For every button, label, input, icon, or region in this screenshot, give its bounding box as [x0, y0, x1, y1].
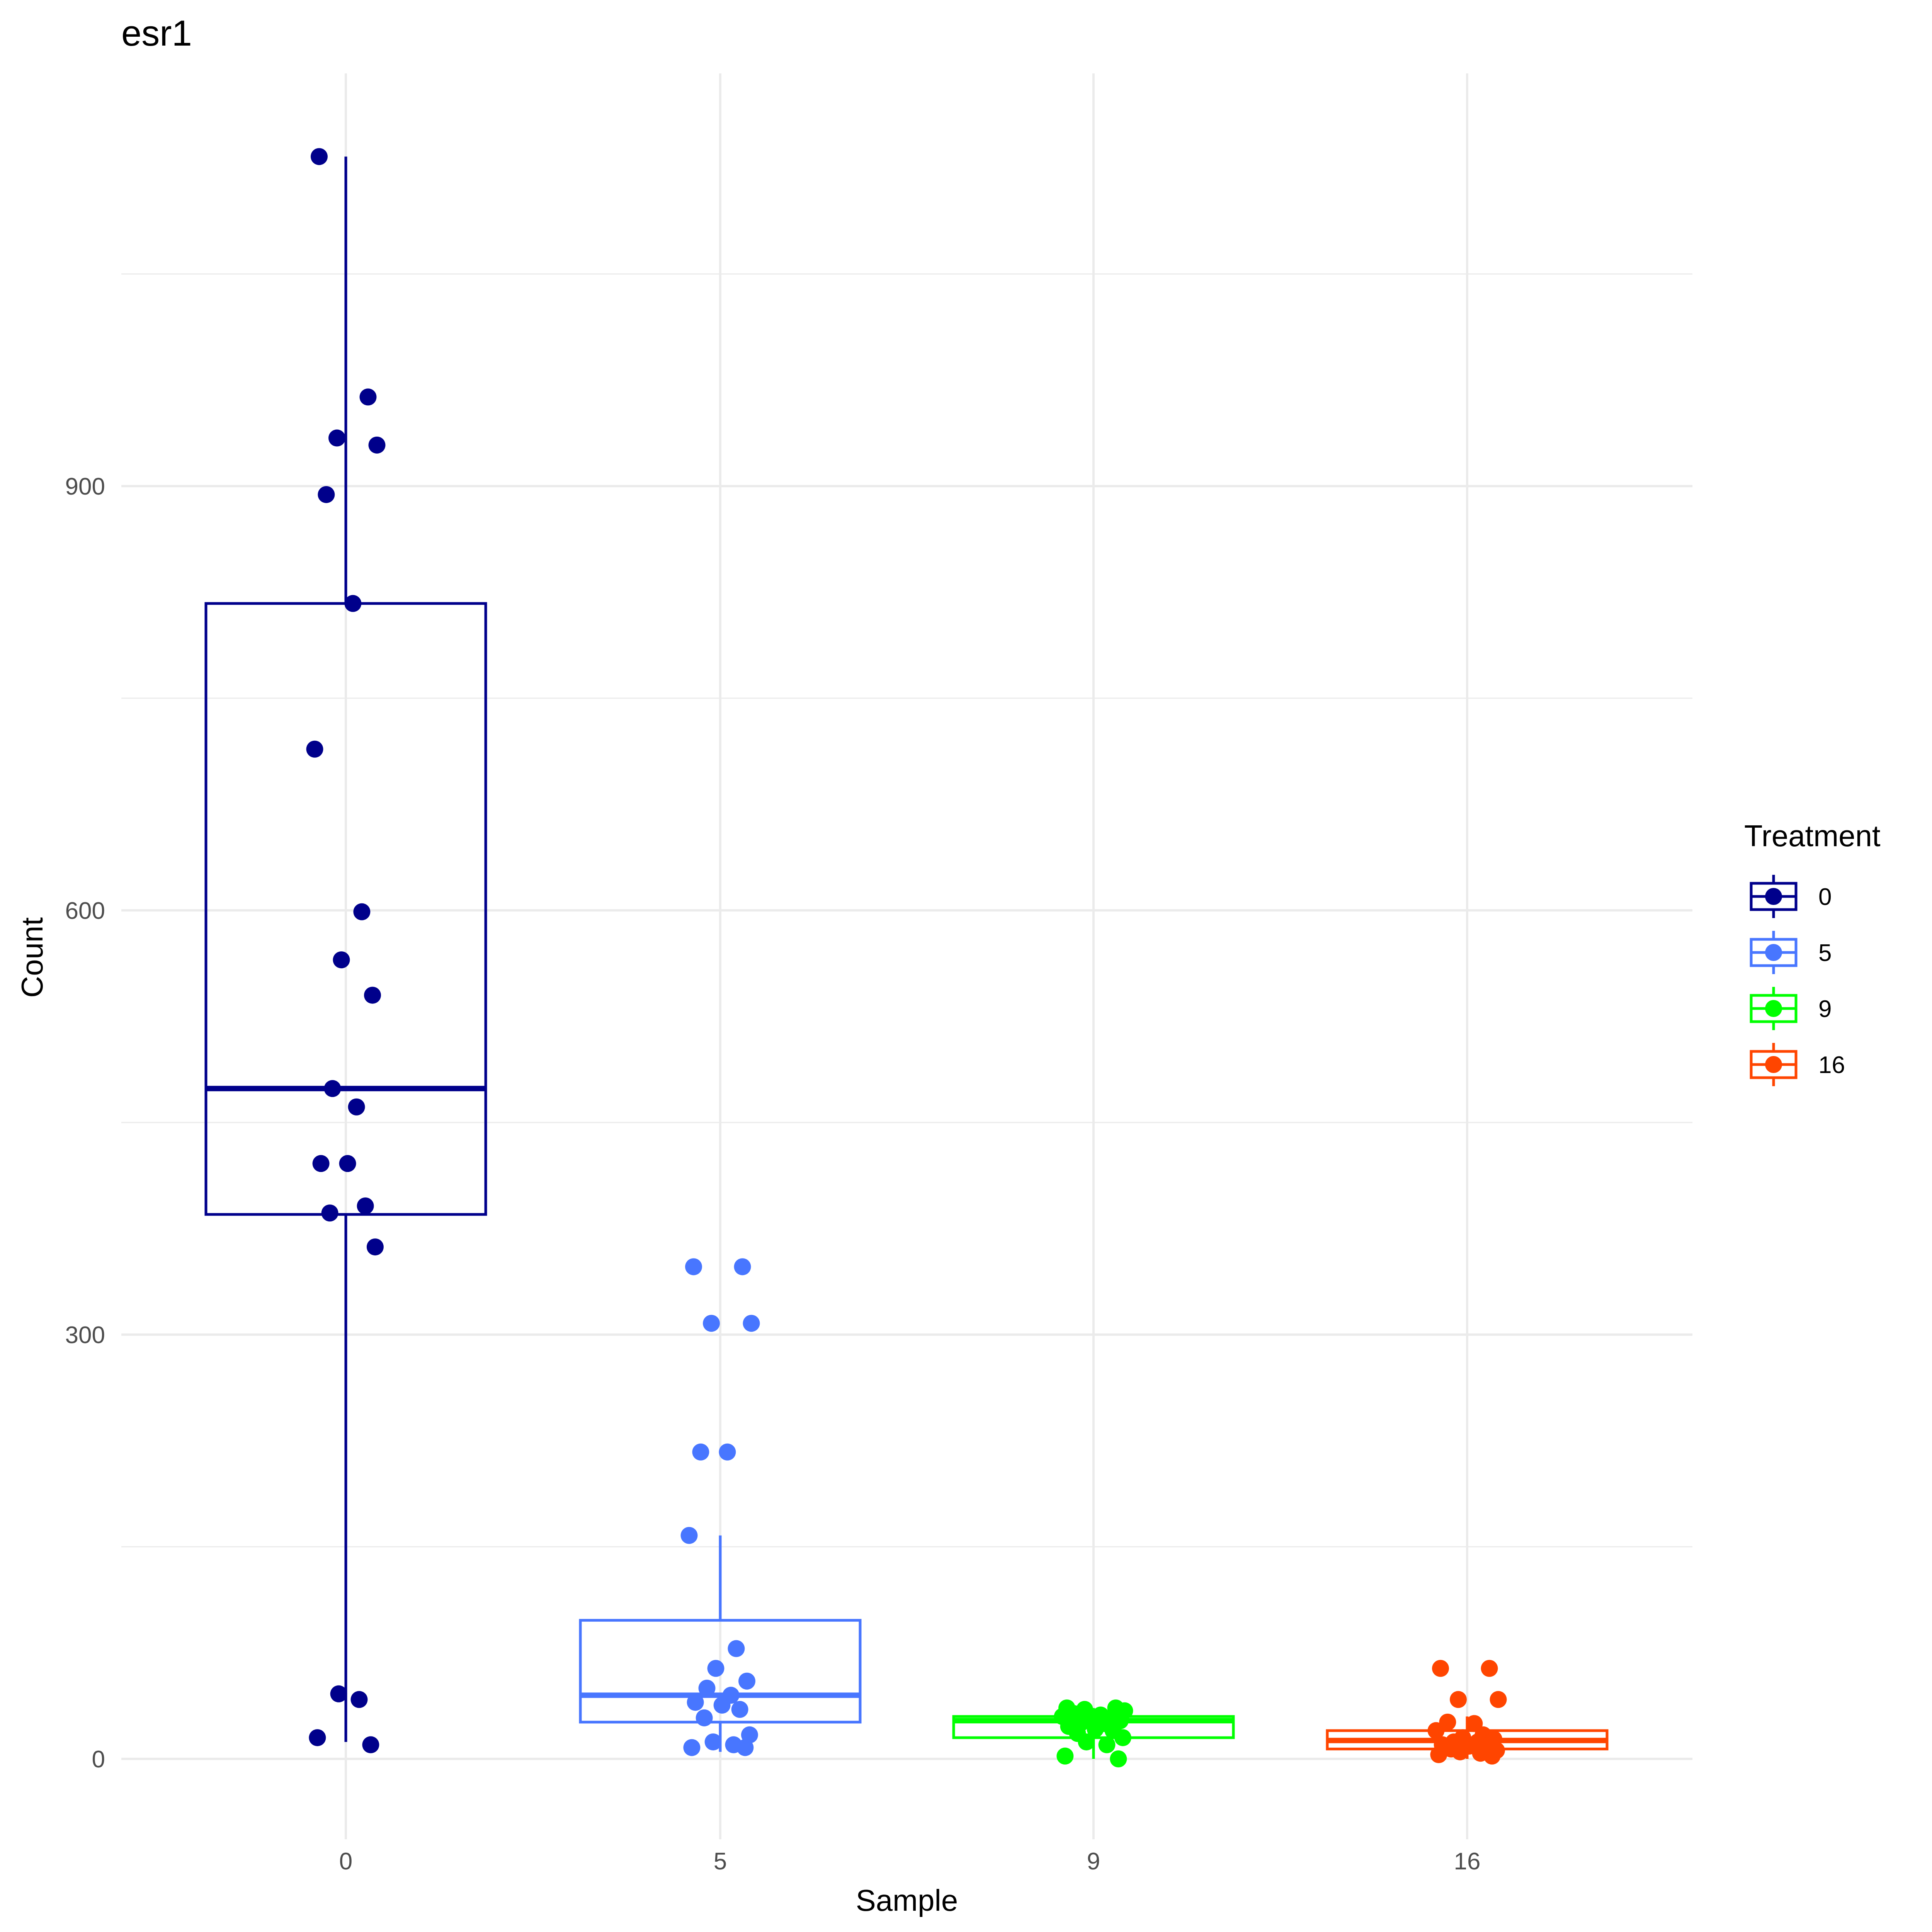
box-iqr	[204, 602, 487, 1216]
data-point	[309, 1729, 326, 1747]
data-point	[312, 1155, 330, 1172]
data-point	[683, 1739, 701, 1756]
data-point	[687, 1694, 704, 1711]
data-point	[692, 1443, 709, 1461]
data-point	[734, 1258, 751, 1276]
data-point	[1432, 1660, 1449, 1677]
data-point	[1114, 1729, 1131, 1747]
boxplots	[204, 156, 1609, 1759]
data-point	[366, 1238, 384, 1256]
legend-key-0: 0	[1750, 875, 1832, 918]
legend-key-9: 9	[1750, 987, 1832, 1030]
y-tick-label: 0	[92, 1746, 105, 1773]
boxplot-5	[579, 1535, 862, 1752]
data-point	[1430, 1746, 1447, 1764]
x-tick-label: 5	[714, 1848, 727, 1875]
data-point	[719, 1443, 736, 1461]
data-point	[1481, 1660, 1498, 1677]
data-point	[1056, 1747, 1074, 1765]
data-point	[364, 986, 381, 1004]
data-point	[324, 1080, 341, 1097]
legend-label: 16	[1818, 1052, 1845, 1078]
data-point	[707, 1660, 724, 1677]
x-tick-label: 9	[1087, 1848, 1100, 1875]
legend: Treatment 0 5 9 16	[1744, 819, 1881, 1086]
data-point	[321, 1204, 338, 1222]
data-point	[1427, 1722, 1445, 1739]
data-point	[1110, 1750, 1127, 1767]
data-point	[1483, 1747, 1501, 1765]
axes: 0 300 600 900 0 5 9 16	[65, 473, 1481, 1875]
data-point	[1451, 1743, 1469, 1760]
y-tick-label: 600	[65, 898, 105, 924]
legend-label: 0	[1818, 884, 1832, 910]
data-point	[353, 903, 371, 920]
data-point	[330, 1685, 347, 1702]
data-point	[698, 1680, 716, 1697]
y-axis-title: Count	[15, 917, 49, 998]
box-iqr	[579, 1619, 862, 1724]
data-point	[350, 1691, 368, 1708]
x-axis-title: Sample	[856, 1883, 958, 1917]
legend-point	[1765, 944, 1782, 961]
data-point	[703, 1315, 720, 1332]
data-point	[362, 1736, 379, 1753]
legend-label: 9	[1818, 996, 1832, 1022]
data-point	[344, 595, 362, 612]
data-point	[333, 951, 350, 969]
data-point	[696, 1709, 713, 1726]
legend-point	[1765, 888, 1782, 905]
data-point	[738, 1672, 755, 1690]
data-point	[318, 486, 335, 503]
y-tick-label: 900	[65, 473, 105, 500]
data-point	[1087, 1721, 1104, 1738]
boxplot-0	[204, 156, 487, 1742]
data-point	[348, 1098, 365, 1116]
data-point	[339, 1155, 356, 1172]
data-point	[680, 1527, 698, 1544]
data-point	[1078, 1733, 1095, 1751]
legend-title: Treatment	[1744, 819, 1881, 853]
data-points	[306, 148, 1507, 1767]
data-point	[1490, 1691, 1507, 1708]
x-tick-label: 16	[1454, 1848, 1481, 1875]
data-point	[1098, 1736, 1116, 1753]
legend-key-5: 5	[1750, 931, 1832, 974]
data-point	[736, 1739, 754, 1756]
data-point	[704, 1733, 722, 1751]
chart-title: esr1	[121, 13, 192, 53]
legend-point	[1765, 1000, 1782, 1017]
data-point	[306, 740, 323, 758]
data-point	[328, 429, 345, 447]
legend-point	[1765, 1056, 1782, 1073]
data-point	[728, 1640, 745, 1657]
data-point	[743, 1315, 760, 1332]
data-point	[685, 1258, 702, 1276]
y-tick-label: 300	[65, 1322, 105, 1349]
legend-key-16: 16	[1750, 1043, 1845, 1086]
data-point	[359, 388, 377, 406]
data-point	[368, 436, 386, 454]
data-point	[1450, 1691, 1467, 1708]
data-point	[357, 1197, 374, 1214]
legend-label: 5	[1818, 940, 1832, 966]
data-point	[731, 1701, 748, 1718]
x-tick-label: 0	[339, 1848, 352, 1875]
data-point	[311, 148, 328, 165]
data-point	[713, 1696, 731, 1714]
